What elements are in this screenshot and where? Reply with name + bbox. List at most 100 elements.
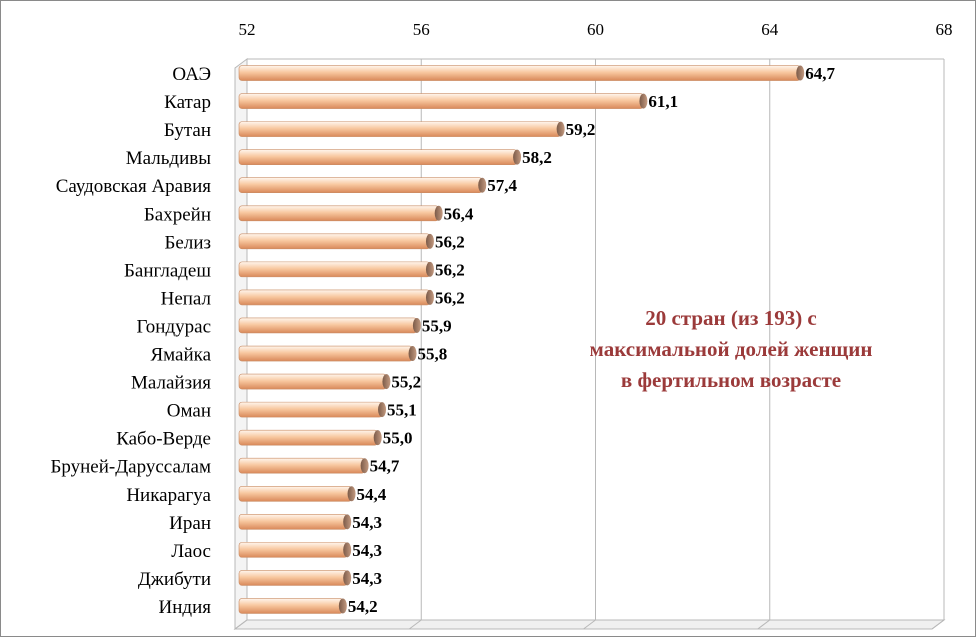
bar-end-cap <box>343 570 352 586</box>
category-label: Бруней-Даруссалам <box>50 457 211 478</box>
data-label: 55,8 <box>418 345 448 364</box>
bar-group: 58,2 Мальдивы <box>126 148 552 169</box>
bar-group: 57,4 Саудовская Аравия <box>56 176 518 197</box>
bar-end-cap <box>478 177 487 193</box>
bar-group: 56,4 Бахрейн <box>144 204 474 225</box>
bar-end-cap <box>556 121 565 137</box>
bar <box>238 121 561 137</box>
x-tick-label: 68 <box>936 20 953 39</box>
bar-end-cap <box>382 374 391 390</box>
bar-group: 61,1 Катар <box>164 92 678 113</box>
category-label: Катар <box>164 92 211 113</box>
bar-end-cap <box>412 317 421 333</box>
bar-end-cap <box>343 514 352 530</box>
bar-group: 54,3 Иран <box>169 513 382 534</box>
bars: 64,7 ОАЭ 61,1 Катар 59,2 Бутан 58,2 Мальдивы 57,… <box>50 64 835 618</box>
chart-annotation: 20 стран (из 193) с максимальной долей ж… <box>589 306 873 392</box>
gridline-floor <box>408 619 422 630</box>
bar-group: 59,2 Бутан <box>164 120 595 141</box>
bar <box>238 514 348 530</box>
bar-end-cap <box>513 149 522 165</box>
x-tick-label: 56 <box>413 20 430 39</box>
x-axis-ticks: 52 56 60 64 68 <box>239 20 953 39</box>
data-label: 55,0 <box>383 429 413 448</box>
category-label: Никарагуа <box>126 485 211 506</box>
bar-group: 56,2 Белиз <box>165 232 465 253</box>
data-label: 55,2 <box>391 373 421 392</box>
bar <box>238 65 801 81</box>
bar <box>238 373 387 390</box>
bar-end-cap <box>360 458 369 474</box>
category-label: Бутан <box>164 120 211 141</box>
bar <box>238 345 413 362</box>
bar-group: 54,4 Никарагуа <box>126 485 386 506</box>
gridline-floor <box>234 619 248 630</box>
bar-end-cap <box>639 93 648 109</box>
category-label: Джибути <box>138 569 211 590</box>
bar-group: 54,2 Индия <box>159 597 378 618</box>
bar-group: 55,0 Кабо-Верде <box>116 429 412 450</box>
gridline-floor <box>583 619 596 630</box>
data-label: 56,2 <box>435 232 465 251</box>
data-label: 54,2 <box>348 597 378 616</box>
bar-group: 55,9 Гондурас <box>136 316 451 337</box>
bar-group: 54,3 Лаос <box>171 541 382 562</box>
bar-group: 55,2 Малайзия <box>131 373 421 394</box>
category-label: Оман <box>167 401 211 422</box>
bar-end-cap <box>425 261 434 277</box>
category-label: ОАЭ <box>172 64 211 85</box>
bar-group: 56,2 Непал <box>161 288 465 309</box>
bar <box>238 205 439 222</box>
category-label: Бангладеш <box>124 260 211 281</box>
category-label: Мальдивы <box>126 148 211 169</box>
bar <box>238 177 483 194</box>
data-label: 54,4 <box>357 485 387 504</box>
bar-group: 55,1 Оман <box>167 401 417 422</box>
bar-end-cap <box>434 205 443 221</box>
data-label: 55,1 <box>387 401 417 420</box>
x-tick-label: 52 <box>239 20 256 39</box>
bar-end-cap <box>338 598 347 614</box>
category-label: Кабо-Верде <box>116 429 211 450</box>
bar <box>238 289 431 306</box>
bar <box>238 149 518 165</box>
bar <box>238 233 431 250</box>
bar <box>238 570 348 586</box>
bar <box>238 401 383 418</box>
bar <box>238 598 344 614</box>
data-label: 56,2 <box>435 288 465 307</box>
gridlines <box>233 58 946 630</box>
data-label: 55,9 <box>422 316 452 335</box>
data-label: 64,7 <box>805 64 835 83</box>
bar-group: 55,8 Ямайка <box>150 345 447 366</box>
bar-end-cap <box>347 486 356 502</box>
category-label: Малайзия <box>131 373 211 394</box>
category-label: Гондурас <box>136 316 211 337</box>
bar <box>238 93 644 109</box>
data-label: 54,3 <box>352 541 382 560</box>
category-label: Непал <box>161 288 212 309</box>
bar-end-cap <box>425 289 434 305</box>
bar <box>238 485 352 502</box>
bar-end-cap <box>796 65 805 81</box>
bar-end-cap <box>373 430 382 446</box>
data-label: 54,3 <box>352 513 382 532</box>
bar <box>238 542 348 558</box>
category-label: Индия <box>159 597 212 618</box>
data-label: 61,1 <box>648 92 678 111</box>
bar <box>238 429 378 446</box>
data-label: 54,7 <box>370 457 400 476</box>
category-label: Лаос <box>171 541 211 562</box>
data-label: 57,4 <box>487 176 517 195</box>
category-label: Белиз <box>165 232 212 253</box>
x-tick-label: 64 <box>761 20 779 39</box>
data-label: 58,2 <box>522 148 552 167</box>
category-label: Саудовская Аравия <box>56 176 212 197</box>
bar-group: 56,2 Бангладеш <box>124 260 465 281</box>
bar-group: 54,7 Бруней-Даруссалам <box>50 457 399 478</box>
bar-end-cap <box>343 542 352 558</box>
category-label: Иран <box>169 513 211 534</box>
bar-group: 64,7 ОАЭ <box>172 64 835 85</box>
